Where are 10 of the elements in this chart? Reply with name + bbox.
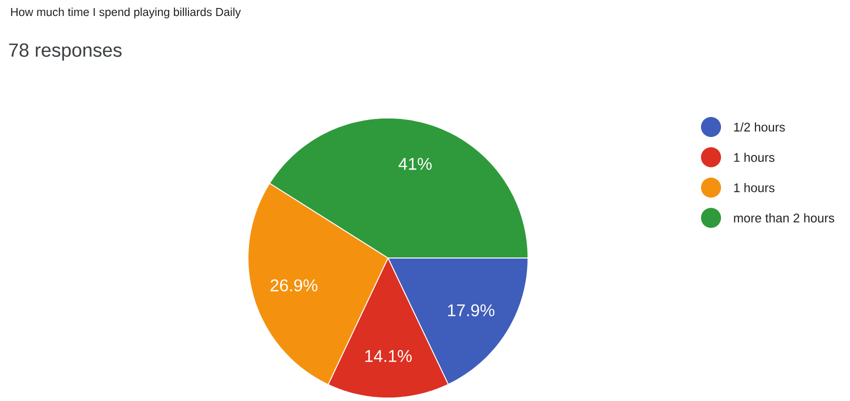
legend-label: 1/2 hours [734,122,785,132]
data-label: 14.1% [365,350,412,362]
data-label: 17.9% [448,304,494,316]
data-label: 41% [398,158,432,170]
legend-label: 1 hours [734,152,774,162]
legend-label: more than 2 hours [734,213,834,222]
legend-label: 1 hours [734,183,774,192]
data-label: 26.9% [270,279,318,292]
text: How much time I spend playing billiards Daily [11,8,241,18]
text: 78 responses [9,43,122,61]
